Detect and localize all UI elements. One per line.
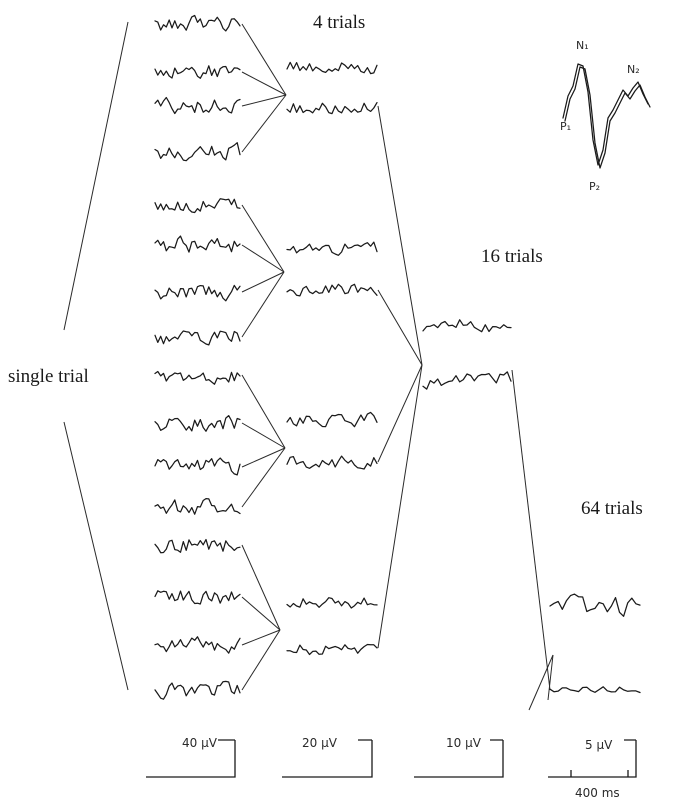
label-16-trials: 16 trials — [481, 246, 543, 267]
single-trial-trace — [154, 370, 241, 385]
connector-line — [241, 447, 286, 508]
label-64-trials: 64 trials — [581, 498, 643, 519]
connector-line — [241, 447, 286, 468]
scale-bar-10uv: 10 μV — [414, 736, 504, 778]
sixty-four-trial-average-trace-flat — [549, 686, 641, 694]
connector-line — [241, 244, 285, 273]
waveform-traces — [154, 14, 641, 700]
four-trial-average-trace — [286, 283, 378, 297]
connector-line — [241, 374, 286, 449]
four-trial-average-trace — [286, 455, 378, 470]
four-trial-average-trace — [286, 101, 378, 115]
connector-line — [547, 654, 554, 701]
connector-line — [377, 105, 423, 366]
scale-label-20uv: 20 μV — [302, 736, 338, 750]
four-trial-average-trace — [286, 643, 378, 656]
connector-line — [241, 629, 281, 691]
single-trial-trace — [154, 235, 241, 253]
single-trial-trace — [154, 14, 241, 32]
connector-line — [241, 544, 281, 631]
connector-lines — [241, 23, 554, 711]
inset-erp-trace-b — [564, 66, 651, 169]
connector-line — [241, 23, 287, 96]
connector-line — [377, 364, 423, 463]
label-single-trial: single trial — [8, 366, 89, 387]
connector-line — [377, 364, 423, 649]
scale-bar-5uv: 5 μV 400 ms — [548, 738, 637, 800]
time-scale-label: 400 ms — [575, 786, 620, 800]
four-trial-average-trace — [286, 597, 378, 609]
scale-bar-20uv: 20 μV — [282, 736, 373, 778]
scale-bar-5uv-line — [548, 739, 637, 778]
bracket-line-upper — [63, 21, 129, 331]
single-trial-trace — [154, 680, 241, 700]
scale-bar-40uv-line — [146, 739, 236, 778]
single-trial-trace — [154, 414, 241, 432]
scale-bar-40uv: 40 μV — [146, 736, 236, 778]
single-trial-trace — [154, 457, 241, 476]
inset-label-n1: N₁ — [576, 39, 589, 52]
connector-line — [241, 422, 286, 449]
inset-label-p1: P₁ — [560, 120, 571, 133]
four-trial-average-trace — [286, 411, 378, 428]
sixteen-trial-average-trace — [422, 319, 512, 333]
connector-line — [241, 204, 285, 273]
connector-line — [241, 94, 287, 107]
time-scale-ticks — [570, 770, 629, 777]
single-trial-trace — [154, 142, 241, 162]
inset-label-p2: P₂ — [589, 180, 600, 193]
bracket-line-lower — [63, 421, 129, 691]
single-trial-trace — [154, 636, 241, 654]
inset-erp: N₁ N₂ P₁ P₂ — [560, 39, 651, 193]
sixteen-trial-average-trace — [422, 371, 512, 390]
single-trial-trace — [154, 198, 241, 214]
sixty-four-trial-average-trace — [549, 593, 641, 617]
single-trial-trace — [154, 590, 241, 605]
four-trial-average-trace — [286, 241, 378, 256]
connector-line — [241, 271, 285, 293]
inset-erp-trace-a — [562, 63, 649, 166]
connector-line — [241, 271, 285, 338]
connector-line — [241, 629, 281, 646]
scale-bar-10uv-line — [414, 739, 504, 778]
single-trial-trace — [154, 497, 241, 515]
single-trial-trace — [154, 96, 241, 115]
connector-line — [241, 596, 281, 631]
scale-label-10uv: 10 μV — [446, 736, 482, 750]
scale-label-40uv: 40 μV — [182, 736, 218, 750]
four-trial-average-trace — [286, 61, 378, 75]
single-trial-trace — [154, 284, 241, 302]
connector-line — [528, 654, 554, 711]
scale-label-5uv: 5 μV — [585, 738, 613, 752]
inset-label-n2: N₂ — [627, 63, 640, 76]
single-trial-trace — [154, 65, 241, 79]
connector-line — [377, 289, 423, 366]
connector-line — [511, 369, 551, 691]
single-trial-trace — [154, 330, 241, 346]
connector-line — [241, 71, 287, 96]
scale-bar-20uv-line — [282, 739, 373, 778]
connector-line — [241, 94, 287, 153]
single-trial-trace — [154, 538, 241, 554]
label-4-trials: 4 trials — [313, 12, 365, 33]
